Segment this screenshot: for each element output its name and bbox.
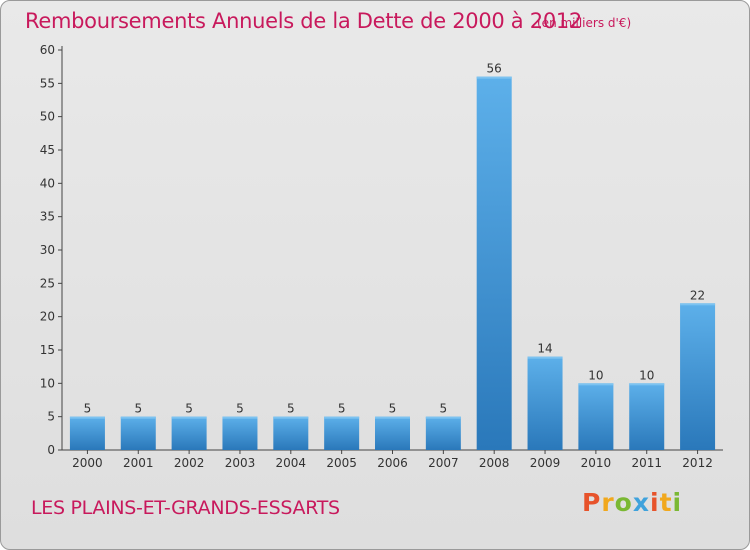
x-tick-label: 2004	[276, 456, 307, 470]
y-tick-label: 20	[40, 310, 55, 324]
x-tick-label: 2003	[225, 456, 256, 470]
chart-title: Remboursements Annuels de la Dette de 20…	[25, 9, 582, 33]
x-tick-label: 2011	[631, 456, 662, 470]
bar-cap	[425, 416, 461, 419]
bar	[476, 76, 512, 451]
x-tick-label: 2008	[479, 456, 510, 470]
bar-cap	[222, 416, 258, 419]
y-tick-label: 50	[40, 110, 55, 124]
y-tick-label: 0	[47, 443, 55, 457]
bar	[629, 383, 665, 450]
bar	[222, 416, 258, 450]
y-tick-label: 15	[40, 343, 55, 357]
bar-cap	[171, 416, 207, 419]
x-tick-label: 2000	[72, 456, 103, 470]
y-tick-label: 30	[40, 243, 55, 257]
data-label: 56	[487, 62, 502, 76]
data-label: 5	[236, 402, 244, 416]
y-tick-label: 55	[40, 76, 55, 90]
bar-cap	[324, 416, 360, 419]
bar-cap	[476, 76, 512, 79]
bar-cap	[120, 416, 156, 419]
x-tick-label: 2002	[174, 456, 205, 470]
data-label: 14	[537, 342, 552, 356]
commune-name: LES PLAINS-ET-GRANDS-ESSARTS	[31, 497, 340, 519]
bar	[578, 383, 614, 450]
data-label: 10	[639, 368, 654, 382]
data-label: 22	[690, 288, 705, 302]
bar	[273, 416, 309, 450]
data-label: 10	[588, 368, 603, 382]
bar	[680, 303, 716, 450]
data-label: 5	[185, 402, 193, 416]
data-label: 5	[440, 402, 448, 416]
x-tick-label: 2012	[682, 456, 713, 470]
y-tick-label: 35	[40, 210, 55, 224]
bar-cap	[375, 416, 410, 419]
proxiti-logo: Proxiti	[582, 488, 683, 517]
data-label: 5	[338, 402, 346, 416]
bar	[527, 356, 563, 450]
bar	[120, 416, 156, 450]
x-tick-label: 2001	[123, 456, 154, 470]
bar	[425, 416, 461, 450]
data-label: 5	[389, 402, 397, 416]
chart-subtitle: (en milliers d'€)	[537, 16, 632, 30]
bar-cap	[69, 416, 105, 419]
x-tick-label: 2005	[326, 456, 357, 470]
bar-cap	[680, 303, 716, 306]
data-label: 5	[134, 402, 142, 416]
x-tick-label: 2006	[377, 456, 408, 470]
y-tick-label: 5	[47, 410, 55, 424]
x-tick-label: 2009	[530, 456, 561, 470]
data-label: 5	[287, 402, 295, 416]
bar	[69, 416, 105, 450]
y-tick-label: 60	[40, 43, 55, 57]
bar-cap	[629, 383, 665, 386]
y-tick-label: 25	[40, 276, 55, 290]
x-tick-label: 2010	[581, 456, 612, 470]
bar-cap	[578, 383, 614, 386]
bar	[171, 416, 207, 450]
y-tick-label: 40	[40, 176, 55, 190]
bar	[375, 416, 410, 450]
y-tick-label: 45	[40, 143, 55, 157]
bar-cap	[273, 416, 309, 419]
bar-cap	[527, 356, 563, 359]
data-label: 5	[84, 402, 92, 416]
x-tick-label: 2007	[428, 456, 459, 470]
y-tick-label: 10	[40, 376, 55, 390]
bar	[324, 416, 360, 450]
